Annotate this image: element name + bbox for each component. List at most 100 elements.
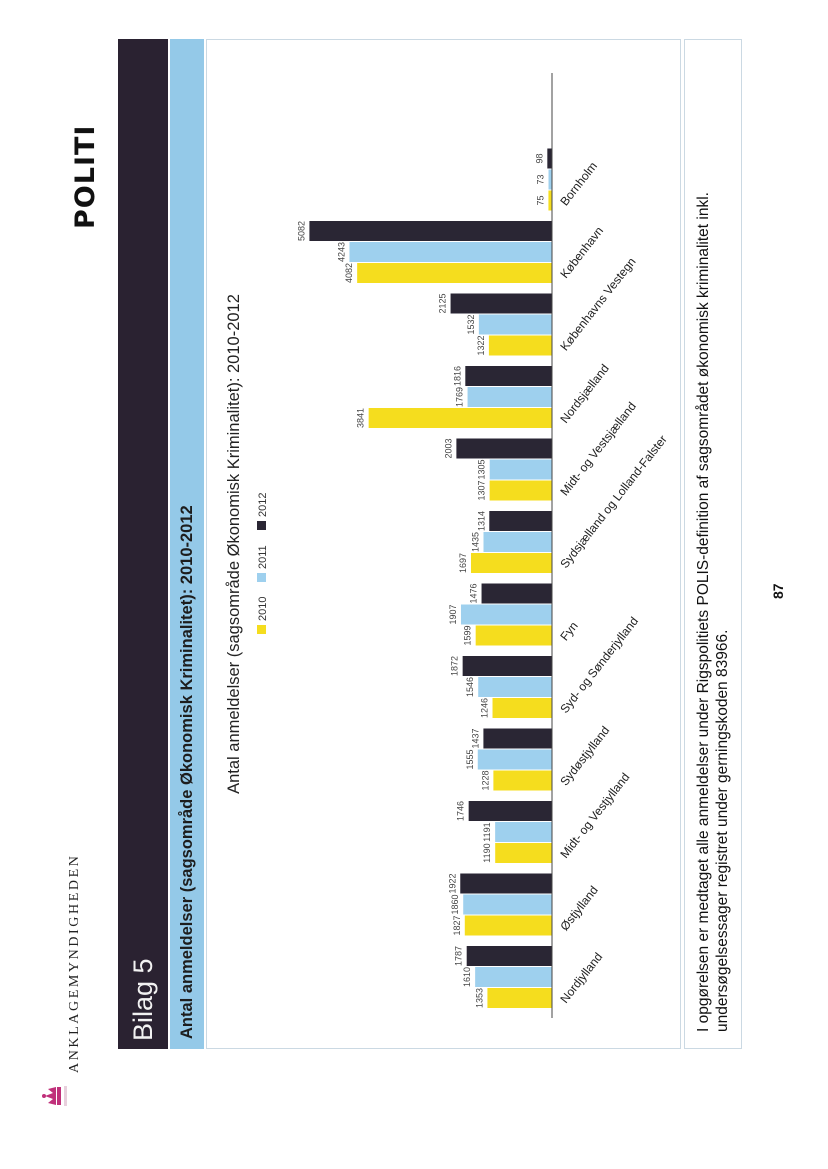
data-label-Fyn-2010: 1599 bbox=[463, 625, 473, 645]
bar-Københavns Vestegn-2012 bbox=[450, 293, 553, 314]
bar-Syd- og Sønderjylland-2012 bbox=[462, 656, 552, 676]
data-label-Nordjylland-2012: 1787 bbox=[454, 946, 464, 966]
bar-Midt- og Vestsjælland-2010 bbox=[489, 480, 553, 501]
bar-Midt- og Vestjylland-2012 bbox=[468, 801, 552, 821]
legend-swatch-2011 bbox=[257, 573, 266, 582]
chart-legend: 2010 2011 2012 bbox=[257, 493, 269, 634]
bar-Sydøstjylland-2011 bbox=[477, 749, 552, 770]
bar-Østjylland-2010 bbox=[464, 915, 552, 936]
legend-swatch-2012 bbox=[257, 521, 266, 530]
data-label-Sydøstjylland-2010: 1228 bbox=[480, 770, 490, 790]
bar-Bornholm-2012 bbox=[547, 148, 553, 169]
bar-Nordjylland-2010 bbox=[487, 988, 552, 1008]
bar-Midt- og Vestjylland-2011 bbox=[495, 822, 553, 842]
data-label-København-2011: 4243 bbox=[336, 242, 346, 262]
category-label-Bornholm: Bornholm bbox=[557, 159, 600, 208]
bar-København-2012 bbox=[309, 221, 552, 241]
bar-København-2010 bbox=[357, 263, 552, 283]
agency-name: ANKLAGEMYNDIGHEDEN bbox=[67, 853, 82, 1073]
bar-Østjylland-2011 bbox=[463, 894, 553, 915]
data-label-Nordsjælland-2012: 1816 bbox=[452, 366, 462, 386]
legend-swatch-2010 bbox=[257, 625, 266, 634]
data-label-Midt- og Vestsjælland-2012: 2003 bbox=[443, 438, 453, 458]
legend-label-2011: 2011 bbox=[257, 545, 269, 569]
bar-Nordsjælland-2012 bbox=[465, 366, 553, 386]
police-logo-text: POLITI bbox=[70, 124, 101, 229]
bar-Nordjylland-2012 bbox=[466, 946, 553, 966]
data-label-Midt- og Vestjylland-2011: 1191 bbox=[482, 822, 492, 841]
data-label-Sydøstjylland-2011: 1555 bbox=[465, 749, 475, 769]
bar-Midt- og Vestsjælland-2012 bbox=[456, 438, 553, 459]
section-subtitle: Antal anmeldelser (sagsområde Økonomisk … bbox=[170, 39, 204, 1049]
category-label-Nordjylland: Nordjylland bbox=[557, 950, 605, 1006]
bar-chart: Antal anmeldelser (sagsområde Økonomisk … bbox=[225, 73, 670, 1018]
data-label-Nordsjælland-2011: 1769 bbox=[455, 387, 465, 407]
data-label-Midt- og Vestjylland-2012: 1746 bbox=[456, 801, 466, 821]
bar-Fyn-2010 bbox=[475, 625, 552, 646]
chart-panel: Antal anmeldelser (sagsområde Økonomisk … bbox=[206, 39, 681, 1049]
data-label-Københavns Vestegn-2012: 2125 bbox=[438, 293, 448, 313]
bar-Københavns Vestegn-2010 bbox=[488, 335, 553, 356]
data-label-Sydsjælland og Lolland-Falster-2012: 1314 bbox=[476, 511, 486, 531]
bar-Sydsjælland og Lolland-Falster-2010 bbox=[470, 553, 553, 573]
bar-Midt- og Vestjylland-2010 bbox=[495, 843, 552, 863]
bar-Fyn-2012 bbox=[481, 583, 553, 604]
data-label-København-2010: 4082 bbox=[344, 263, 354, 283]
bar-Nordsjælland-2010 bbox=[368, 408, 552, 428]
bar-Midt- og Vestsjælland-2011 bbox=[489, 459, 552, 480]
data-label-Københavns Vestegn-2011: 1532 bbox=[466, 314, 476, 334]
data-label-Syd- og Sønderjylland-2012: 1872 bbox=[450, 656, 460, 676]
bar-Sydøstjylland-2010 bbox=[493, 770, 552, 791]
data-label-Nordjylland-2011: 1610 bbox=[462, 967, 472, 987]
data-label-Nordsjælland-2010: 3841 bbox=[356, 408, 366, 428]
bar-Sydsjælland og Lolland-Falster-2011 bbox=[483, 532, 552, 552]
data-label-Bornholm-2010: 75 bbox=[535, 195, 545, 205]
data-label-Nordjylland-2010: 1353 bbox=[474, 988, 484, 1008]
category-label-Østjylland: Østjylland bbox=[557, 883, 600, 933]
data-label-Syd- og Sønderjylland-2010: 1246 bbox=[480, 698, 490, 718]
category-label-Nordsjælland: Nordsjælland bbox=[557, 362, 612, 426]
data-label-Fyn-2011: 1907 bbox=[448, 604, 458, 624]
data-label-Syd- og Sønderjylland-2011: 1546 bbox=[465, 677, 475, 697]
legend-label-2010: 2010 bbox=[257, 597, 269, 621]
bar-Sydøstjylland-2012 bbox=[483, 728, 553, 749]
page-title: Bilag 5 bbox=[118, 39, 168, 1049]
footer-line-2: undersøgelsessager registret under gerni… bbox=[714, 629, 731, 1032]
bar-Syd- og Sønderjylland-2011 bbox=[478, 677, 552, 697]
data-label-Østjylland-2010: 1827 bbox=[452, 915, 462, 935]
bar-Københavns Vestegn-2011 bbox=[478, 314, 552, 335]
data-label-Østjylland-2012: 1922 bbox=[447, 873, 457, 893]
data-label-Midt- og Vestsjælland-2011: 1305 bbox=[477, 459, 487, 479]
data-label-Midt- og Vestsjælland-2010: 1307 bbox=[477, 480, 487, 500]
category-label-København: København bbox=[557, 224, 606, 281]
bar-Østjylland-2012 bbox=[460, 873, 552, 894]
crown-logo-icon bbox=[42, 1086, 67, 1106]
data-label-København-2012: 5082 bbox=[296, 221, 306, 241]
category-label-Fyn: Fyn bbox=[557, 619, 580, 643]
category-label-Sydsjælland og Lolland-Falster: Sydsjælland og Lolland-Falster bbox=[557, 432, 669, 570]
bar-Bornholm-2010 bbox=[548, 190, 552, 211]
footer-note: I opgørelsen er medtaget alle anmeldelse… bbox=[684, 39, 742, 1049]
data-label-Bornholm-2012: 98 bbox=[534, 153, 544, 163]
bar-Fyn-2011 bbox=[460, 604, 553, 625]
data-label-Sydsjælland og Lolland-Falster-2011: 1435 bbox=[470, 532, 480, 552]
page-number: 87 bbox=[770, 583, 786, 599]
data-label-Østjylland-2011: 1860 bbox=[450, 894, 460, 914]
footer-line-1: I opgørelsen er medtaget alle anmeldelse… bbox=[695, 192, 712, 1032]
data-label-Fyn-2012: 1476 bbox=[469, 583, 479, 603]
bar-Bornholm-2011 bbox=[548, 169, 553, 190]
bar-Sydsjælland og Lolland-Falster-2012 bbox=[489, 511, 552, 531]
bar-Nordsjælland-2011 bbox=[467, 387, 553, 407]
category-label-Sydøstjylland: Sydøstjylland bbox=[557, 723, 612, 788]
chart-title: Antal anmeldelser (sagsområde Økonomisk … bbox=[225, 294, 243, 794]
data-label-Midt- og Vestjylland-2010: 1190 bbox=[482, 843, 492, 862]
legend-label-2012: 2012 bbox=[257, 493, 269, 517]
data-label-Sydøstjylland-2012: 1437 bbox=[470, 728, 480, 748]
bar-Syd- og Sønderjylland-2010 bbox=[492, 698, 552, 718]
data-label-Københavns Vestegn-2010: 1322 bbox=[476, 335, 486, 355]
bar-Nordjylland-2011 bbox=[475, 967, 553, 987]
bar-København-2011 bbox=[349, 242, 552, 262]
data-label-Sydsjælland og Lolland-Falster-2010: 1697 bbox=[458, 553, 468, 573]
